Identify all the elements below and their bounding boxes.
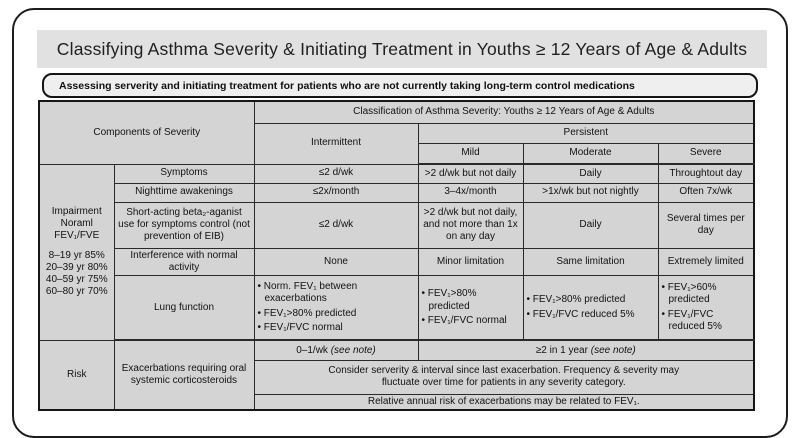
lung-bullet: • FEV₁/FVC reduced 5%	[661, 308, 722, 332]
cell-consider-note: Consider serverity & interval since last…	[253, 359, 755, 395]
cell-lung-severe: • FEV₁>60% predicted • FEV₁/FVC reduced …	[657, 274, 755, 342]
cell-persistent-header: Persistent	[417, 122, 755, 144]
cell-impairment-label: Impairment Noraml FEV₁/FVE 8–19 yr 85% 2…	[38, 163, 115, 341]
cell-classification-header: Classification of Asthma Severity: Youth…	[253, 100, 755, 124]
cell-intermittent-header: Intermittent	[253, 122, 419, 165]
severity-table: Components of Severity Classification of…	[38, 100, 756, 412]
impairment-line: FEV₁/FVE	[54, 230, 100, 242]
cell-awakenings-moderate: >1x/wk but not nightly	[522, 182, 659, 203]
cell-saba-severe: Several times per day	[657, 201, 755, 249]
row-exacerbations: Risk Exacerbations requiring oral system…	[38, 339, 755, 411]
cell-components-of-severity: Components of Severity	[38, 100, 255, 165]
row-relative-risk: Relative annual risk of exacerbations ma…	[39, 393, 755, 411]
lung-bullet: • Norm. FEV₁ between exacerbations	[257, 281, 358, 305]
lung-bullet: • FEV₁>80% predicted	[421, 288, 477, 312]
subtitle-banner-text: Assessing serverity and initiating treat…	[59, 79, 635, 92]
lung-bullet: • FEV₁>80% predicted	[257, 307, 357, 319]
impairment-line: 8–19 yr 85%	[48, 249, 105, 261]
cell-severe-header: Severe	[657, 142, 755, 165]
cell-lung-moderate: • FEV₁>80% predicted • FEV₁/FVC reduced …	[522, 274, 659, 342]
exacerbations-persistent-value: ≥2 in 1 year	[535, 344, 591, 356]
row-lung-function: Lung function • Norm. FEV₁ between exace…	[39, 274, 755, 342]
cell-lung-label: Lung function	[113, 274, 255, 342]
cell-symptoms-label: Symptoms	[113, 163, 255, 184]
cell-awakenings-intermittent: ≤2x/month	[253, 182, 419, 203]
document-card: Classifying Asthma Severity & Initiating…	[12, 8, 788, 438]
cell-relative-risk-note: Relative annual risk of exacerbations ma…	[253, 393, 755, 411]
impairment-line: 40–59 yr 75%	[45, 273, 108, 285]
cell-moderate-header: Moderate	[522, 142, 659, 165]
cell-lung-mild: • FEV₁>80% predicted • FEV₁/FVC normal	[417, 274, 524, 342]
see-note: (see note)	[330, 344, 376, 356]
title-strip: Classifying Asthma Severity & Initiating…	[37, 30, 767, 68]
page-title: Classifying Asthma Severity & Initiating…	[56, 38, 748, 59]
consider-note-text: Consider serverity & interval since last…	[328, 365, 680, 389]
header-row-1: Components of Severity Classification of…	[38, 100, 755, 165]
cell-mild-header: Mild	[417, 142, 524, 165]
row-saba: Short-acting beta₂-aganist use for sympt…	[39, 201, 755, 249]
cell-awakenings-label: Nighttime awakenings	[113, 182, 255, 203]
cell-symptoms-mild: >2 d/wk but not daily	[417, 163, 524, 184]
cell-saba-mild: >2 d/wk but not daily, and not more than…	[417, 201, 524, 249]
cell-saba-intermittent: ≤2 d/wk	[253, 201, 419, 249]
lung-bullet: • FEV₁/FVC normal	[257, 321, 343, 333]
cell-symptoms-severe: Throughtout day	[657, 163, 755, 184]
lung-bullet: • FEV₁>80% predicted	[526, 294, 626, 306]
cell-awakenings-severe: Often 7x/wk	[657, 182, 755, 203]
subtitle-banner: Assessing serverity and initiating treat…	[42, 73, 758, 98]
lung-bullet: • FEV₁/FVC normal	[421, 314, 507, 326]
impairment-line: Noraml	[60, 218, 93, 230]
cell-symptoms-intermittent: ≤2 d/wk	[253, 163, 419, 184]
cell-interference-mild: Minor limitation	[417, 247, 524, 276]
impairment-line: Impairment	[51, 206, 102, 218]
cell-exacerbations-intermittent: 0–1/wk (see note)	[253, 339, 419, 361]
impairment-line: 20–39 yr 80%	[45, 261, 108, 273]
cell-exacerbations-persistent: ≥2 in 1 year (see note)	[417, 339, 755, 361]
cell-interference-label: Interference with normal activity	[113, 247, 255, 276]
lung-bullet: • FEV₁/FVC reduced 5%	[526, 308, 635, 320]
cell-lung-intermittent: • Norm. FEV₁ between exacerbations • FEV…	[253, 274, 419, 342]
cell-symptoms-moderate: Daily	[522, 163, 659, 184]
cell-interference-severe: Extremely limited	[657, 247, 755, 276]
exacerbations-intermittent-value: 0–1/wk	[296, 344, 331, 356]
cell-interference-intermittent: None	[253, 247, 419, 276]
header-row-3: Mild Moderate Severe	[39, 142, 755, 165]
cell-interference-moderate: Same limitation	[522, 247, 659, 276]
row-interference: Interference with normal activity None M…	[39, 247, 755, 276]
row-awakenings: Nighttime awakenings ≤2x/month 3–4x/mont…	[39, 182, 755, 203]
lung-bullet: • FEV₁>60% predicted	[661, 282, 717, 306]
row-consider: Consider serverity & interval since last…	[39, 359, 755, 395]
see-note: (see note)	[590, 344, 636, 356]
cell-awakenings-mild: 3–4x/month	[417, 182, 524, 203]
impairment-line: 60–80 yr 70%	[45, 286, 108, 298]
cell-risk-label: Risk	[38, 339, 115, 411]
row-symptoms: Impairment Noraml FEV₁/FVE 8–19 yr 85% 2…	[38, 163, 755, 341]
cell-exacerbations-label: Exacerbations requiring oral systemic co…	[113, 339, 255, 411]
cell-saba-moderate: Daily	[522, 201, 659, 249]
cell-saba-label: Short-acting beta₂-aganist use for sympt…	[113, 201, 255, 249]
